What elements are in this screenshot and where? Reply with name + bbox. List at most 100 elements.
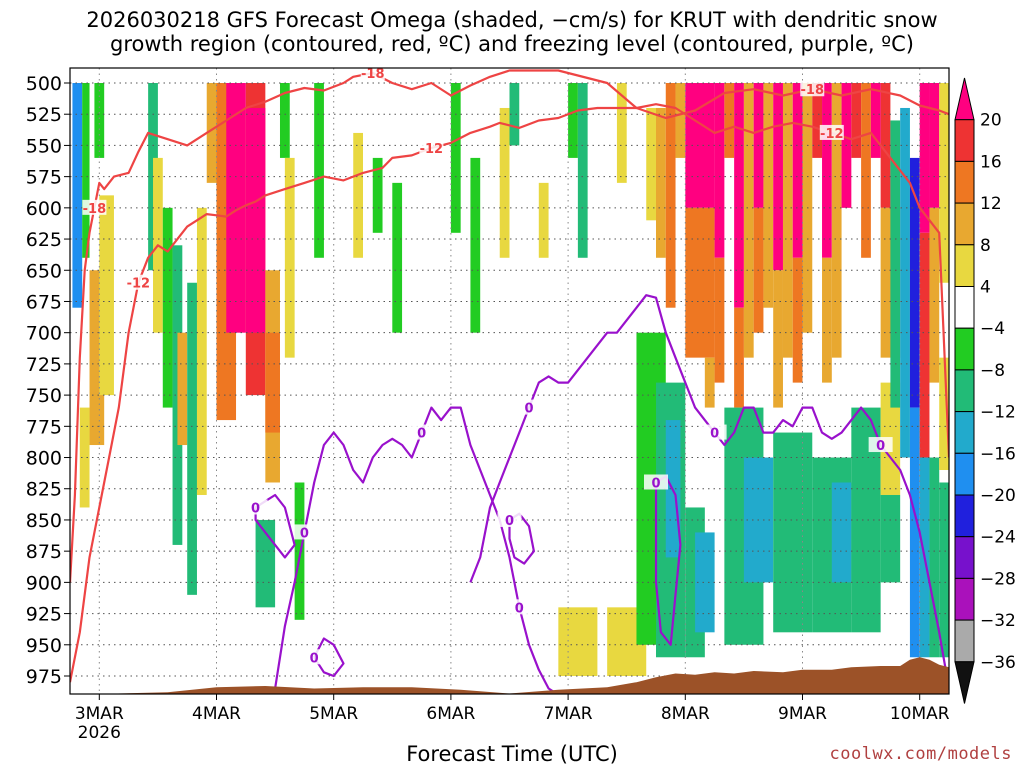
colorbar-label: 12 — [980, 194, 1002, 214]
freezing-contour-label-bg — [497, 511, 522, 527]
omega-cell — [831, 83, 842, 358]
dgz-contour-label-bg — [819, 124, 844, 140]
omega-cell — [714, 83, 725, 258]
freezing-contour-line — [254, 493, 296, 559]
pressure-gridlines — [70, 68, 949, 694]
dgz-contour-label: -12 — [820, 127, 844, 142]
omega-cell — [929, 207, 940, 383]
colorbar-swatch — [954, 369, 975, 413]
omega-cell — [734, 83, 744, 308]
freezing-contour-label-bg — [517, 399, 542, 415]
y-tick-label: 575 — [26, 167, 62, 189]
omega-cell — [734, 307, 744, 408]
omega-cell — [353, 132, 363, 258]
dgz-contour-label-bg — [82, 199, 107, 215]
freezing-contour-label-bg — [702, 424, 727, 440]
freezing-contour-label-bg — [243, 499, 268, 515]
omega-cell — [568, 83, 578, 158]
x-axis-title: Forecast Time (UTC) — [406, 742, 618, 766]
freezing-level-contours: 0 0 0 0 0 0 0 0 0 0 — [243, 294, 949, 694]
omega-cell — [880, 494, 901, 583]
x-tick-label: 3MAR — [75, 704, 124, 724]
y-tick-label: 975 — [26, 666, 62, 688]
omega-cell — [773, 83, 783, 271]
dgz-contour-label-bg — [126, 274, 151, 290]
y-tick-label: 825 — [26, 479, 62, 501]
omega-cell — [206, 83, 217, 183]
omega-cell — [763, 83, 774, 308]
dgz-contour-label-bg — [800, 81, 825, 97]
omega-cell — [890, 120, 901, 408]
x-tick-label: 9MAR — [778, 704, 827, 724]
colorbar-label: 4 — [980, 278, 991, 298]
colorbar-label: −16 — [980, 444, 1016, 464]
omega-cell — [773, 432, 813, 633]
chart-title-line-1: 2026030218 GFS Forecast Omega (shaded, −… — [86, 8, 938, 32]
omega-cell — [792, 83, 803, 258]
colorbar-swatch — [954, 286, 975, 329]
omega-cell — [279, 83, 290, 158]
freezing-contour-label-bg — [409, 424, 434, 440]
colorbar-label: −24 — [980, 528, 1016, 548]
omega-cell — [724, 83, 735, 158]
y-tick-label: 625 — [26, 229, 62, 251]
omega-cell — [187, 282, 197, 595]
freezing-contour-line — [274, 406, 559, 694]
omega-cell — [255, 519, 276, 608]
omega-cell — [675, 83, 686, 158]
colorbar-swatch — [954, 202, 975, 246]
y-tick-label: 800 — [26, 448, 62, 470]
x-tick-label: 6MAR — [426, 704, 475, 724]
omega-cell — [656, 107, 666, 258]
omega-cell — [685, 207, 715, 358]
y-tick-label: 850 — [26, 510, 62, 532]
dgz-contours: -18 -18 -18 -12 -12 -12 — [70, 68, 949, 683]
freezing-contour-label-bg — [302, 649, 327, 665]
freezing-contour-label: 0 — [251, 501, 260, 516]
omega-cell — [509, 83, 520, 146]
freezing-contour-label: 0 — [876, 439, 885, 454]
x-tick-label: 7MAR — [544, 704, 593, 724]
freezing-contour-label: 0 — [710, 427, 719, 442]
colorbar-swatch — [954, 494, 975, 538]
dgz-contour-label: -12 — [127, 277, 151, 292]
omega-cell — [773, 270, 783, 408]
omega-cell — [72, 83, 83, 308]
y-tick-label: 500 — [26, 73, 62, 95]
omega-cell — [577, 83, 588, 258]
omega-cell — [870, 83, 881, 158]
freezing-contour-label: 0 — [300, 526, 309, 541]
omega-cell — [909, 157, 920, 408]
omega-cell — [94, 83, 105, 158]
y-tick-label: 925 — [26, 604, 62, 626]
colorbar-swatch — [954, 119, 975, 162]
plot-frame — [69, 67, 950, 695]
y-tick-label: 675 — [26, 291, 62, 313]
freezing-contour-line — [654, 475, 682, 646]
omega-cell — [685, 83, 715, 208]
omega-cell — [82, 83, 90, 258]
omega-cell — [196, 207, 207, 495]
omega-cell — [822, 83, 832, 258]
x-tick-label: 10MAR — [890, 704, 950, 724]
omega-cell — [812, 83, 823, 158]
omega-cell — [284, 157, 295, 358]
colorbar-swatch — [954, 619, 975, 663]
omega-cell — [372, 157, 383, 233]
omega-cell — [792, 257, 803, 383]
colorbar-swatch — [954, 160, 975, 204]
omega-cell — [665, 83, 676, 308]
omega-cell — [919, 232, 930, 458]
omega-cell — [392, 182, 403, 333]
omega-cell — [99, 195, 114, 396]
omega-cell — [294, 482, 305, 620]
y-tick-label: 700 — [26, 323, 62, 345]
freezing-contour-label: 0 — [651, 476, 660, 491]
omega-cell — [743, 83, 754, 358]
freezing-contour-label: 0 — [417, 427, 426, 442]
freezing-contour-label: 0 — [310, 651, 319, 666]
omega-cell — [470, 157, 481, 333]
freezing-contour-label-bg — [507, 599, 532, 615]
omega-cell — [245, 107, 266, 333]
